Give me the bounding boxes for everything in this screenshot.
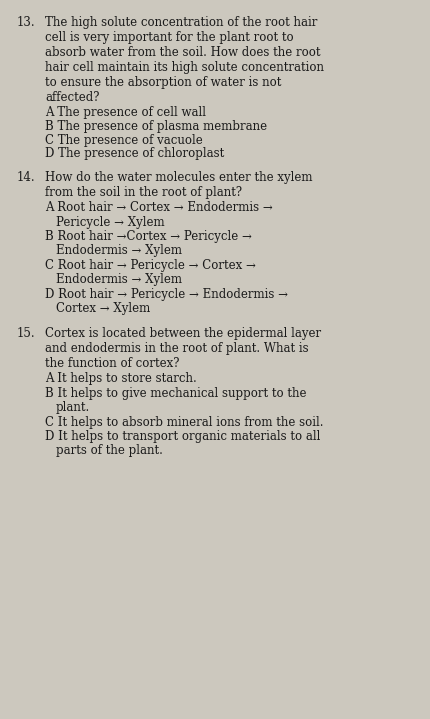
Text: to ensure the absorption of water is not: to ensure the absorption of water is not bbox=[45, 76, 282, 89]
Text: B It helps to give mechanical support to the: B It helps to give mechanical support to… bbox=[45, 387, 307, 400]
Text: A The presence of cell wall: A The presence of cell wall bbox=[45, 106, 206, 119]
Text: C Root hair → Pericycle → Cortex →: C Root hair → Pericycle → Cortex → bbox=[45, 259, 256, 272]
Text: Endodermis → Xylem: Endodermis → Xylem bbox=[56, 244, 182, 257]
Text: cell is very important for the plant root to: cell is very important for the plant roo… bbox=[45, 31, 294, 44]
Text: B Root hair →Cortex → Pericycle →: B Root hair →Cortex → Pericycle → bbox=[45, 230, 252, 243]
Text: Cortex → Xylem: Cortex → Xylem bbox=[56, 302, 150, 315]
Text: Pericycle → Xylem: Pericycle → Xylem bbox=[56, 216, 165, 229]
Text: C The presence of vacuole: C The presence of vacuole bbox=[45, 134, 203, 147]
Text: D Root hair → Pericycle → Endodermis →: D Root hair → Pericycle → Endodermis → bbox=[45, 288, 288, 301]
Text: Cortex is located between the epidermal layer: Cortex is located between the epidermal … bbox=[45, 327, 321, 340]
Text: A Root hair → Cortex → Endodermis →: A Root hair → Cortex → Endodermis → bbox=[45, 201, 273, 214]
Text: D The presence of chloroplast: D The presence of chloroplast bbox=[45, 147, 224, 160]
Text: The high solute concentration of the root hair: The high solute concentration of the roo… bbox=[45, 16, 317, 29]
Text: 15.: 15. bbox=[16, 327, 35, 340]
Text: the function of cortex?: the function of cortex? bbox=[45, 357, 180, 370]
Text: affected?: affected? bbox=[45, 91, 100, 104]
Text: from the soil in the root of plant?: from the soil in the root of plant? bbox=[45, 186, 242, 199]
Text: parts of the plant.: parts of the plant. bbox=[56, 444, 163, 457]
Text: B The presence of plasma membrane: B The presence of plasma membrane bbox=[45, 120, 267, 133]
Text: plant.: plant. bbox=[56, 401, 90, 414]
Text: absorb water from the soil. How does the root: absorb water from the soil. How does the… bbox=[45, 46, 321, 59]
Text: 13.: 13. bbox=[16, 16, 35, 29]
Text: C It helps to absorb mineral ions from the soil.: C It helps to absorb mineral ions from t… bbox=[45, 416, 324, 429]
Text: A It helps to store starch.: A It helps to store starch. bbox=[45, 372, 197, 385]
Text: 14.: 14. bbox=[16, 171, 35, 184]
Text: hair cell maintain its high solute concentration: hair cell maintain its high solute conce… bbox=[45, 61, 324, 74]
Text: and endodermis in the root of plant. What is: and endodermis in the root of plant. Wha… bbox=[45, 342, 309, 355]
Text: D It helps to transport organic materials to all: D It helps to transport organic material… bbox=[45, 430, 320, 443]
Text: How do the water molecules enter the xylem: How do the water molecules enter the xyl… bbox=[45, 171, 313, 184]
Text: Endodermis → Xylem: Endodermis → Xylem bbox=[56, 273, 182, 286]
